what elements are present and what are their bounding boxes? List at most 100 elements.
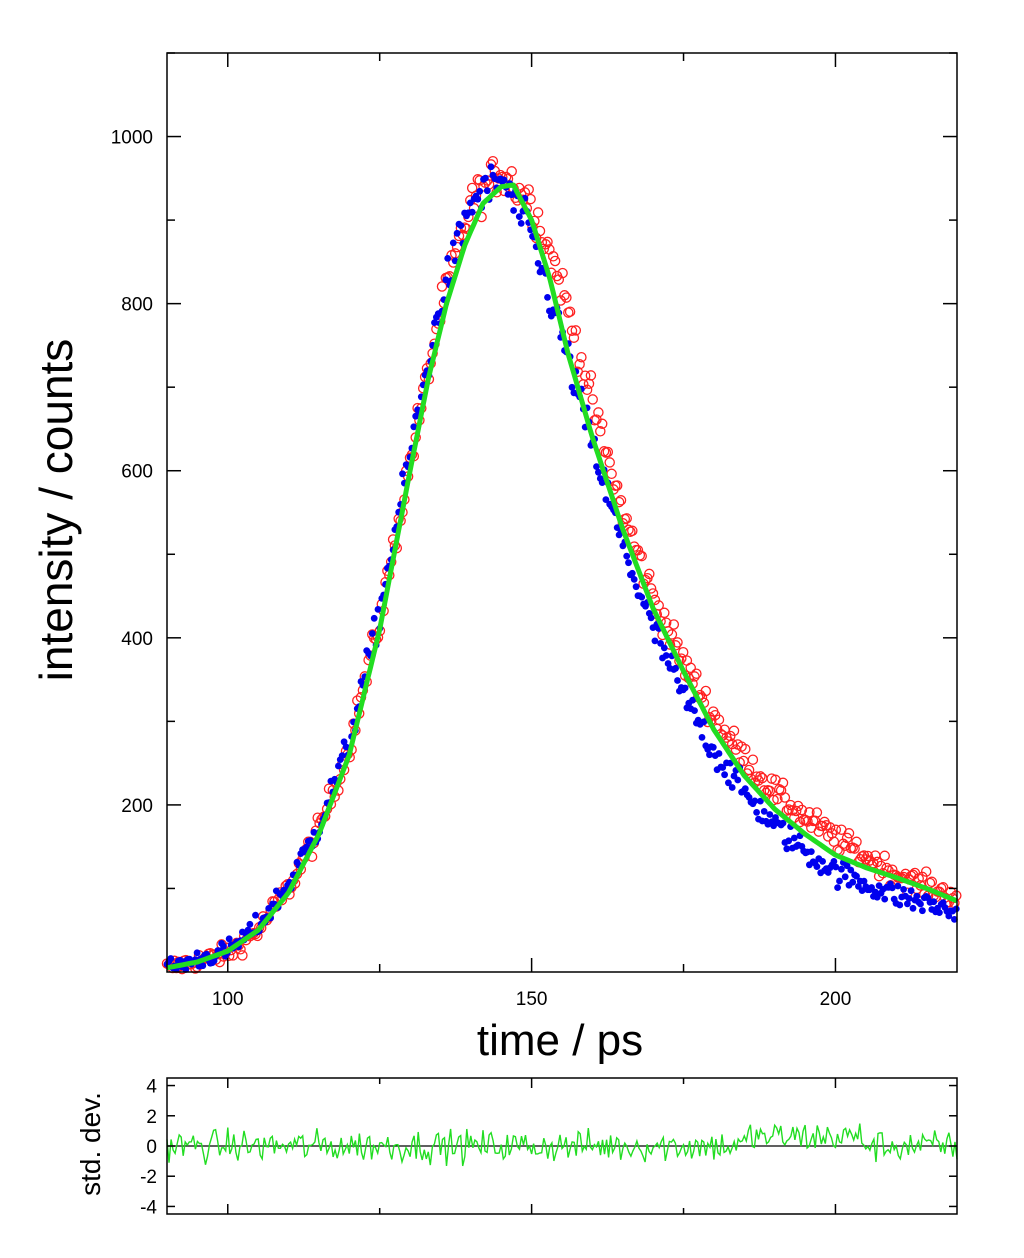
residual-y-tick-label: -2 (140, 1167, 157, 1188)
open-data-point (713, 714, 725, 725)
filled-data-point (647, 614, 655, 622)
filled-data-point (741, 785, 749, 793)
open-data-point (564, 306, 576, 317)
open-data-point (839, 840, 851, 851)
open-data-point (785, 799, 796, 811)
main-plot: 100 150 200 200 400 600 800 1000 time / ps int… (30, 52, 962, 1065)
filled-data-point (766, 811, 774, 818)
open-data-point (824, 822, 836, 833)
open-data-point (585, 370, 597, 381)
filled-data-point (265, 905, 273, 912)
open-data-point (672, 637, 683, 648)
filled-data-point (721, 771, 728, 779)
open-data-point (542, 236, 553, 248)
open-data-point (937, 882, 949, 893)
filled-data-point (482, 174, 489, 182)
y-tick-label: 1000 (111, 128, 153, 149)
filled-data-point (638, 593, 646, 601)
open-data-point (804, 807, 815, 818)
open-data-point (636, 550, 647, 562)
y-tick-label: 200 (121, 796, 153, 817)
filled-data-point (760, 808, 768, 815)
open-circle-series (161, 155, 962, 975)
filled-data-point (167, 955, 175, 962)
open-data-point (523, 184, 534, 195)
filled-data-point (871, 888, 879, 896)
open-data-point (811, 807, 823, 818)
open-data-point (849, 843, 860, 854)
open-data-point (851, 836, 862, 848)
open-data-point (611, 480, 623, 491)
filled-data-point (340, 738, 348, 746)
residual-y-axis-title: std. dev. (75, 1092, 106, 1196)
residual-line (166, 1123, 958, 1167)
filled-data-point (544, 294, 551, 301)
open-data-point (644, 568, 655, 580)
filled-data-point (534, 260, 542, 267)
open-data-point (691, 668, 702, 679)
filled-data-point (500, 176, 508, 184)
filled-data-point (225, 935, 233, 943)
open-data-point (796, 804, 808, 816)
filled-data-point (853, 872, 860, 880)
filled-data-point (698, 734, 706, 741)
filled-data-point (917, 900, 924, 908)
open-data-point (615, 495, 627, 506)
x-tick-label: 100 (212, 989, 244, 1010)
filled-data-point (719, 764, 727, 771)
open-data-point (740, 743, 751, 755)
open-data-point (747, 754, 759, 765)
open-data-point (593, 407, 604, 418)
open-data-point (841, 832, 853, 844)
open-data-point (700, 685, 712, 697)
filled-data-point (595, 468, 602, 476)
filled-data-point (706, 751, 713, 759)
open-data-point (595, 426, 606, 437)
filled-data-point (487, 163, 495, 171)
residual-y-tick-label: -4 (140, 1197, 157, 1218)
open-data-point (627, 525, 638, 537)
main-x-ticks: 100 150 200 (212, 53, 851, 1010)
filled-data-point (517, 220, 525, 227)
filled-data-point (182, 966, 190, 973)
filled-data-point (568, 383, 576, 391)
filled-data-point (510, 207, 517, 214)
filled-data-point (790, 834, 798, 842)
filled-data-point (725, 779, 732, 787)
open-data-point (506, 166, 517, 177)
filled-data-point (779, 819, 787, 827)
open-data-point (728, 725, 740, 737)
open-data-point (668, 619, 680, 630)
filled-data-point (757, 797, 764, 805)
filled-data-point (449, 239, 457, 247)
open-data-point (770, 774, 781, 786)
open-data-point (772, 793, 783, 805)
filled-data-point (657, 640, 664, 647)
open-data-point (557, 267, 568, 279)
filled-data-point (338, 752, 346, 759)
x-tick-label: 200 (820, 989, 852, 1010)
main-plot-frame (166, 52, 958, 973)
filled-data-point (220, 942, 227, 950)
open-data-point (602, 446, 614, 458)
open-data-point (561, 292, 572, 303)
filled-data-point (945, 912, 953, 920)
filled-data-point (674, 677, 681, 684)
filled-data-point (630, 576, 638, 583)
open-data-point (879, 850, 890, 862)
filled-data-point (444, 255, 452, 262)
filled-data-point (468, 208, 476, 216)
filled-data-point (819, 858, 826, 865)
filled-data-point (457, 222, 465, 230)
filled-data-point (909, 904, 917, 912)
filled-data-point (515, 213, 523, 221)
filled-data-point (700, 718, 708, 726)
open-data-point (677, 646, 689, 658)
filled-data-point (681, 684, 689, 692)
residual-plot: -4 -2 0 2 4 std. dev. (75, 1077, 958, 1218)
filled-data-point (783, 845, 791, 853)
open-data-point (779, 792, 791, 803)
filled-data-point (374, 606, 382, 613)
open-data-point (813, 826, 825, 837)
